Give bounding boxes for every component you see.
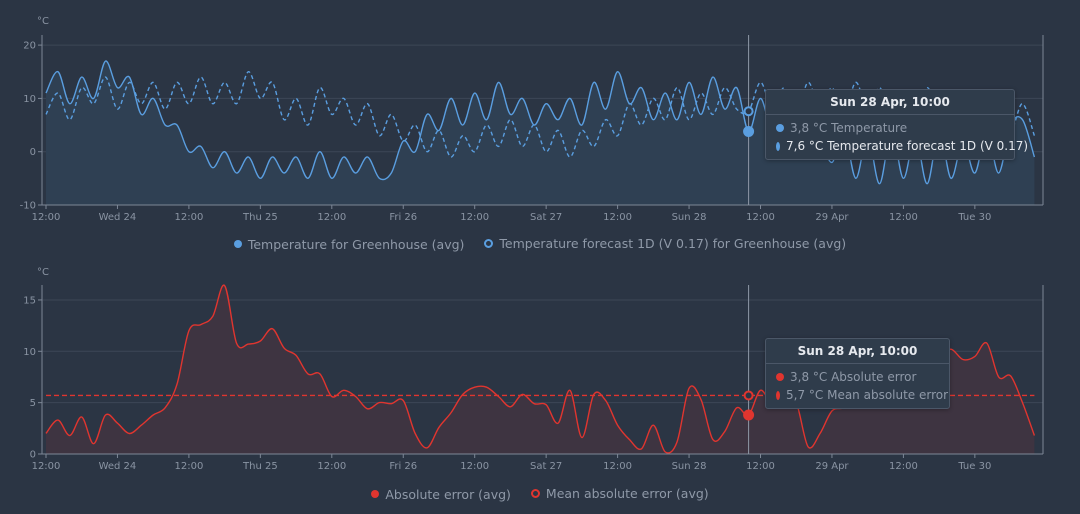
legend-label: Absolute error (avg) <box>385 486 511 502</box>
hover-marker-ring <box>743 390 754 401</box>
ring-icon <box>530 489 540 498</box>
ring-icon <box>776 141 780 151</box>
tooltip-row: 3,8 °C Absolute error <box>766 368 949 386</box>
x-tick-label: Sat 27 <box>530 461 562 472</box>
x-tick-label: 29 Apr <box>815 212 849 223</box>
x-tick-label: 12:00 <box>460 212 489 223</box>
x-tick-label: Wed 24 <box>99 461 137 472</box>
y-tick-label: 5 <box>30 398 36 409</box>
ring-icon <box>776 390 780 400</box>
y-tick-label: 20 <box>23 41 36 52</box>
legend-item-temperature[interactable]: Temperature for Greenhouse (avg) <box>233 236 465 252</box>
x-tick-label: 12:00 <box>746 212 775 223</box>
legend-item-forecast[interactable]: Temperature forecast 1D (V 0.17) for Gre… <box>484 236 846 251</box>
legend-label: Temperature for Greenhouse (avg) <box>247 236 465 252</box>
tooltip-row-text: 3,8 °C Absolute error <box>790 370 917 384</box>
x-tick-label: Fri 26 <box>389 461 417 472</box>
x-tick-label: 12:00 <box>889 212 918 223</box>
x-tick-label: Fri 26 <box>389 212 417 223</box>
series-area <box>46 285 1035 454</box>
filled-circle-icon <box>371 490 380 498</box>
y-tick-label: 0 <box>30 450 36 461</box>
tooltip-row-text: 5,7 °C Mean absolute error <box>786 388 949 402</box>
x-tick-label: Thu 25 <box>242 461 278 472</box>
x-tick-label: 12:00 <box>32 212 61 223</box>
error-tooltip: Sun 28 Apr, 10:00 3,8 °C Absolute error … <box>765 338 950 409</box>
filled-circle-icon <box>233 240 242 248</box>
y-axis-unit: °C <box>37 16 49 27</box>
ring-icon <box>484 239 494 248</box>
x-tick-label: 12:00 <box>317 212 346 223</box>
legend-label: Mean absolute error (avg) <box>545 486 709 501</box>
x-tick-label: 12:00 <box>460 461 489 472</box>
legend-item-absolute-error[interactable]: Absolute error (avg) <box>371 487 511 502</box>
tooltip-row-text: 7,6 °C Temperature forecast 1D (V 0.17) <box>786 139 1029 153</box>
x-tick-label: 12:00 <box>317 461 346 472</box>
hover-marker-ring <box>743 106 754 117</box>
x-tick-label: 12:00 <box>889 461 918 472</box>
x-tick-label: Tue 30 <box>957 212 991 223</box>
tooltip-row: 3,8 °C Temperature <box>766 119 1014 137</box>
temperature-tooltip: Sun 28 Apr, 10:00 3,8 °C Temperature 7,6… <box>765 89 1028 160</box>
y-tick-label: 15 <box>23 295 36 306</box>
x-tick-label: Sun 28 <box>672 461 707 472</box>
x-tick-label: 12:00 <box>174 212 203 223</box>
x-tick-label: Sat 27 <box>530 212 562 223</box>
x-tick-label: 29 Apr <box>815 461 849 472</box>
x-tick-label: 12:00 <box>174 461 203 472</box>
x-tick-label: Thu 25 <box>242 212 278 223</box>
y-axis-unit: °C <box>37 267 49 278</box>
x-tick-label: 12:00 <box>32 461 61 472</box>
x-tick-label: 12:00 <box>603 212 632 223</box>
legend-item-mean-absolute-error[interactable]: Mean absolute error (avg) <box>530 486 709 501</box>
series-area <box>46 61 1035 206</box>
tooltip-title: Sun 28 Apr, 10:00 <box>766 339 949 364</box>
x-tick-label: Tue 30 <box>957 461 991 472</box>
y-tick-label: -10 <box>20 201 36 212</box>
x-tick-label: 12:00 <box>603 461 632 472</box>
tooltip-row-text: 3,8 °C Temperature <box>790 121 908 135</box>
legend-label: Temperature forecast 1D (V 0.17) for Gre… <box>499 236 847 251</box>
y-tick-label: 0 <box>30 147 36 158</box>
y-tick-label: 10 <box>23 94 36 105</box>
tooltip-row: 7,6 °C Temperature forecast 1D (V 0.17) <box>766 137 1028 155</box>
x-tick-label: Wed 24 <box>99 212 137 223</box>
filled-circle-icon <box>776 124 784 132</box>
hover-marker-dot <box>743 125 755 137</box>
x-tick-label: 12:00 <box>746 461 775 472</box>
tooltip-title: Sun 28 Apr, 10:00 <box>766 90 1014 115</box>
hover-marker-dot <box>743 409 755 421</box>
y-tick-label: 10 <box>23 347 36 358</box>
x-tick-label: Sun 28 <box>672 212 707 223</box>
tooltip-row: 5,7 °C Mean absolute error <box>766 386 949 404</box>
filled-circle-icon <box>776 373 784 381</box>
error-legend: Absolute error (avg) Mean absolute error… <box>0 486 1080 502</box>
temperature-legend: Temperature for Greenhouse (avg) Tempera… <box>0 236 1080 252</box>
